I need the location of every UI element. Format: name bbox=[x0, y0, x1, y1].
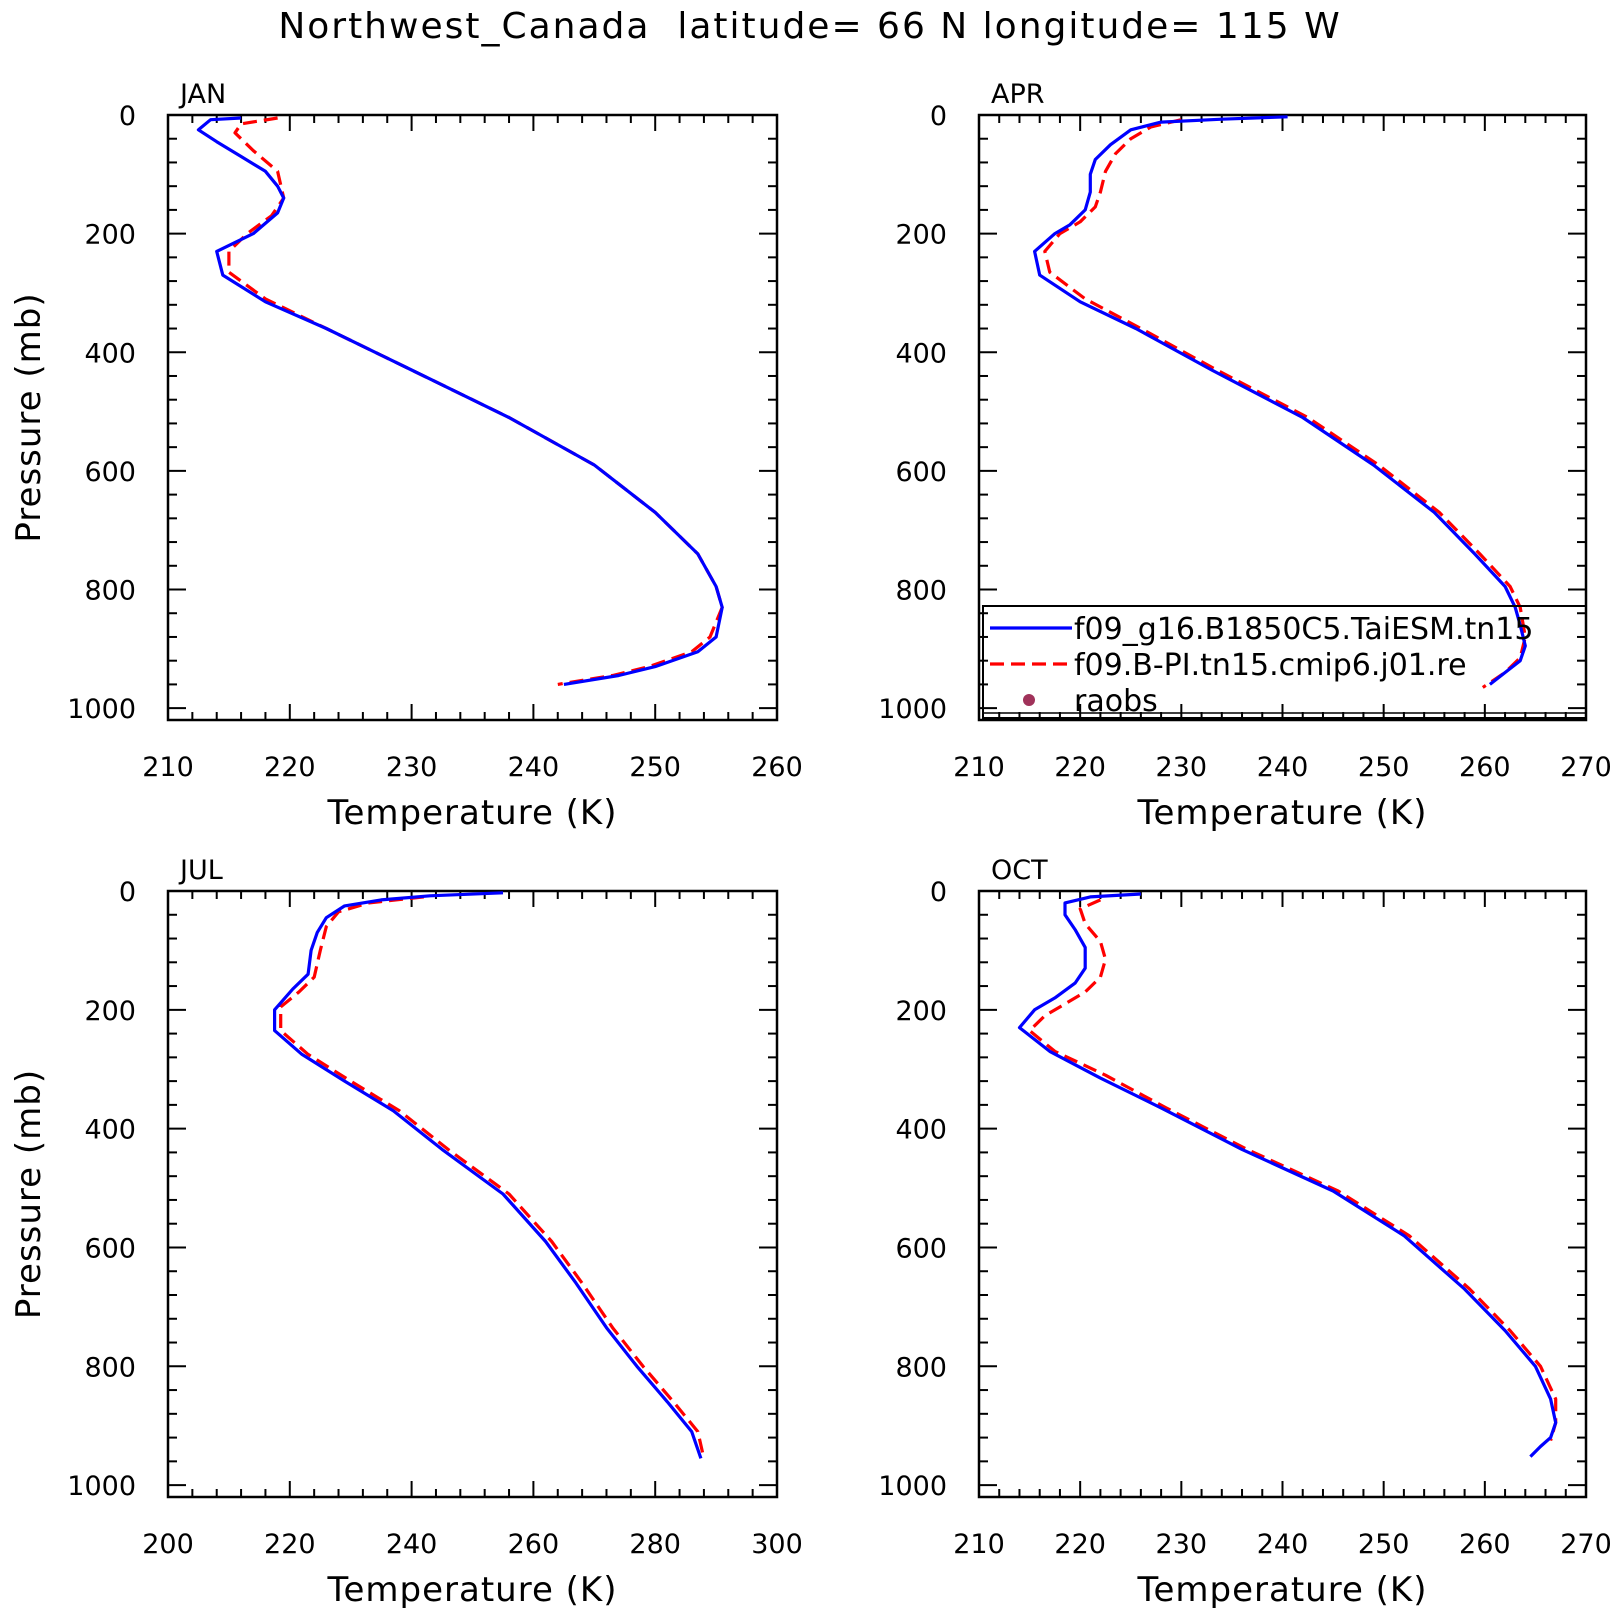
y-tick-label: 200 bbox=[895, 220, 947, 251]
y-tick-label: 600 bbox=[895, 1233, 947, 1264]
y-tick-label: 0 bbox=[930, 877, 947, 908]
y-tick-label: 200 bbox=[84, 996, 136, 1027]
legend-marker-dot bbox=[1023, 694, 1035, 706]
series-line-solid bbox=[273, 891, 703, 1459]
x-tick-label: 240 bbox=[1257, 752, 1309, 783]
y-tick-label: 0 bbox=[119, 877, 136, 908]
panel-jul: 200 220 240 260 280 300 0 200 400 600 800 1000 JUL Te… bbox=[9, 855, 803, 1610]
legend: f09_g16.B1850C5.TaiESM.tn15f09.B-PI.tn15… bbox=[982, 605, 1587, 719]
plot-frame bbox=[166, 113, 779, 722]
x-tick-label: 260 bbox=[1459, 1529, 1511, 1560]
y-tick-label: 800 bbox=[84, 1352, 136, 1383]
x-tick-label: 240 bbox=[508, 752, 560, 783]
series-line-dashed bbox=[1043, 118, 1527, 689]
chart-title: Northwest_Canada latitude= 66 N longitud… bbox=[278, 6, 1342, 47]
x-tick-label: 260 bbox=[1459, 752, 1511, 783]
x-tick-label: 210 bbox=[953, 1529, 1005, 1560]
y-tick-label: 400 bbox=[895, 338, 947, 369]
x-tick-label: 250 bbox=[1358, 752, 1410, 783]
x-axis-title: Temperature (K) bbox=[326, 793, 617, 833]
series-line-solid bbox=[1017, 892, 1558, 1458]
panel-label: JUL bbox=[178, 855, 223, 886]
legend-label: f09.B-PI.tn15.cmip6.j01.re bbox=[1074, 648, 1467, 683]
y-tick-label: 1000 bbox=[67, 1471, 136, 1502]
y-tick-label: 0 bbox=[930, 101, 947, 132]
x-tick-label: 200 bbox=[142, 1529, 194, 1560]
x-tick-label: 250 bbox=[1358, 1529, 1410, 1560]
x-tick-label: 210 bbox=[953, 752, 1005, 783]
x-tick-label: 210 bbox=[142, 752, 194, 783]
x-tick-label: 270 bbox=[1560, 1529, 1612, 1560]
y-tick-label: 800 bbox=[895, 576, 947, 607]
y-tick-label: 200 bbox=[84, 220, 136, 251]
series-line-dashed bbox=[279, 895, 706, 1459]
y-axis-title: Pressure (mb) bbox=[9, 1069, 49, 1319]
panel-label: OCT bbox=[991, 855, 1048, 886]
series-line-dashed bbox=[1028, 898, 1558, 1442]
x-tick-label: 220 bbox=[1054, 752, 1106, 783]
panel-oct: 210 220 230 240 250 260 270 0 200 400 600 800 1000 OC… bbox=[878, 855, 1611, 1610]
legend-box bbox=[982, 605, 1587, 719]
x-axis-title: Temperature (K) bbox=[1136, 1570, 1427, 1610]
x-tick-label: 280 bbox=[629, 1529, 681, 1560]
y-tick-label: 400 bbox=[895, 1115, 947, 1146]
panel-label: APR bbox=[991, 79, 1045, 110]
y-tick-label: 800 bbox=[895, 1352, 947, 1383]
legend-label: f09_g16.B1850C5.TaiESM.tn15 bbox=[1074, 612, 1533, 647]
panel-apr: 210 220 230 240 250 260 270 0 200 400 600 800 1000 AP… bbox=[878, 79, 1611, 833]
x-tick-label: 240 bbox=[1257, 1529, 1309, 1560]
y-tick-label: 0 bbox=[119, 101, 136, 132]
x-tick-label: 270 bbox=[1560, 752, 1612, 783]
x-tick-label: 240 bbox=[386, 1529, 438, 1560]
panel-label: JAN bbox=[178, 79, 226, 110]
x-tick-label: 220 bbox=[264, 1529, 316, 1560]
x-tick-label: 260 bbox=[751, 752, 803, 783]
y-tick-label: 600 bbox=[84, 457, 136, 488]
y-tick-label: 1000 bbox=[878, 694, 947, 725]
x-axis-title: Temperature (K) bbox=[326, 1570, 617, 1610]
x-tick-label: 230 bbox=[1156, 752, 1208, 783]
y-tick-label: 400 bbox=[84, 338, 136, 369]
x-tick-label: 230 bbox=[1156, 1529, 1208, 1560]
y-tick-label: 800 bbox=[84, 576, 136, 607]
y-tick-label: 600 bbox=[895, 457, 947, 488]
x-tick-label: 220 bbox=[1054, 1529, 1106, 1560]
y-axis-title: Pressure (mb) bbox=[9, 292, 49, 542]
y-tick-label: 400 bbox=[84, 1115, 136, 1146]
y-tick-label: 1000 bbox=[878, 1471, 947, 1502]
plot-frame bbox=[166, 889, 779, 1499]
series-line-solid bbox=[196, 116, 724, 686]
panel-jan: 210 220 230 240 250 260 0 200 400 600 800 1000 JAN Te… bbox=[9, 79, 803, 833]
y-tick-label: 200 bbox=[895, 996, 947, 1027]
x-tick-label: 220 bbox=[264, 752, 316, 783]
x-tick-label: 300 bbox=[751, 1529, 803, 1560]
x-axis-title: Temperature (K) bbox=[1136, 793, 1427, 833]
legend-label: raobs bbox=[1074, 684, 1158, 719]
x-tick-label: 230 bbox=[386, 752, 438, 783]
series-line-solid bbox=[1033, 115, 1527, 686]
plot-frame bbox=[977, 889, 1588, 1499]
y-tick-label: 600 bbox=[84, 1233, 136, 1264]
x-tick-label: 260 bbox=[508, 1529, 560, 1560]
y-tick-label: 1000 bbox=[67, 694, 136, 725]
x-tick-label: 250 bbox=[629, 752, 681, 783]
